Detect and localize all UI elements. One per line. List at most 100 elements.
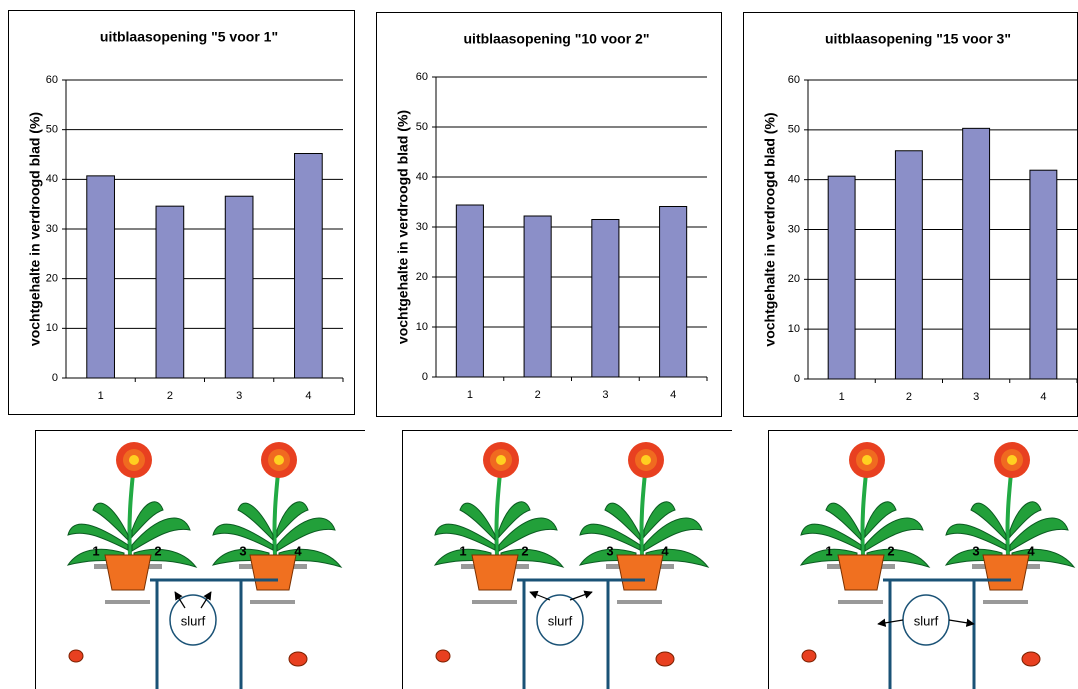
airflow-arrow: [948, 618, 975, 627]
y-tick-label: 40: [46, 173, 58, 185]
dot: [68, 649, 84, 663]
y-tick-label: 40: [416, 171, 428, 183]
nozzle-label: slurf: [914, 613, 939, 628]
plant: [433, 440, 565, 592]
diagram-frame: [402, 430, 732, 689]
table: [517, 578, 645, 689]
position-label: 4: [294, 543, 302, 558]
shelf: [105, 600, 150, 604]
diagram: slurf 1 2 3 4: [402, 430, 732, 689]
bar: [455, 204, 484, 378]
nozzle-label: slurf: [181, 613, 206, 628]
shelf: [250, 600, 295, 604]
position-label: 2: [887, 543, 894, 558]
position-label: 1: [825, 543, 832, 558]
position-label: 1: [459, 543, 466, 558]
nozzle: [169, 594, 217, 646]
x-tick-label: 4: [1040, 391, 1046, 403]
y-tick-label: 10: [416, 321, 428, 333]
bar: [659, 206, 688, 378]
bar: [1029, 169, 1058, 380]
bar: [155, 205, 185, 379]
diagram: slurf 1 2 3 4: [768, 430, 1078, 689]
chart-frame: [376, 12, 722, 417]
bar: [962, 127, 991, 380]
bar: [523, 215, 552, 378]
bar: [827, 175, 856, 380]
x-tick-label: 4: [305, 390, 311, 402]
airflow-arrow: [529, 590, 551, 601]
x-tick-label: 2: [535, 389, 541, 401]
plant: [66, 440, 198, 592]
dot: [1021, 651, 1041, 667]
y-tick-label: 50: [46, 124, 58, 136]
y-tick-label: 50: [788, 124, 800, 136]
position-label: 4: [661, 543, 669, 558]
bar: [591, 219, 620, 378]
position-label: 3: [972, 543, 979, 558]
y-axis-label: vochtgehalte in verdroogd blad (%): [395, 110, 411, 344]
dot: [801, 649, 817, 663]
x-tick-label: 3: [236, 390, 242, 402]
y-tick-label: 20: [788, 273, 800, 285]
y-tick-label: 50: [416, 121, 428, 133]
position-label: 4: [1027, 543, 1035, 558]
shelf: [983, 600, 1028, 604]
airflow-arrow: [569, 590, 593, 601]
y-tick-label: 0: [422, 371, 428, 383]
chart-title: uitblaasopening "5 voor 1": [100, 29, 278, 45]
x-tick-label: 1: [467, 389, 473, 401]
y-axis-label: vochtgehalte in verdroogd blad (%): [762, 112, 778, 346]
y-tick-label: 60: [788, 74, 800, 86]
table: [883, 578, 1011, 689]
chart-title: uitblaasopening "10 voor 2": [464, 31, 650, 47]
bar: [86, 175, 115, 379]
y-tick-label: 30: [46, 223, 58, 235]
y-tick-label: 40: [788, 174, 800, 186]
position-label: 2: [521, 543, 528, 558]
bar: [894, 150, 923, 380]
diagram: slurf 1 2 3 4: [35, 430, 365, 689]
dot: [435, 649, 451, 663]
nozzle-label: slurf: [548, 613, 573, 628]
y-tick-label: 0: [794, 373, 800, 385]
nozzle: [536, 594, 584, 646]
x-tick-label: 1: [98, 390, 104, 402]
x-tick-label: 2: [906, 391, 912, 403]
diagram-frame: [35, 430, 365, 689]
x-tick-label: 3: [602, 389, 608, 401]
airflow-arrow: [200, 591, 212, 609]
diagram-frame: [768, 430, 1078, 689]
plant: [944, 440, 1076, 592]
y-tick-label: 60: [46, 74, 58, 86]
position-label: 3: [239, 543, 246, 558]
shelf: [617, 600, 662, 604]
shelf: [472, 600, 517, 604]
x-tick-label: 4: [670, 389, 676, 401]
table: [150, 578, 278, 689]
airflow-arrow: [877, 618, 904, 627]
shelf: [838, 600, 883, 604]
position-label: 3: [606, 543, 613, 558]
y-tick-label: 10: [46, 322, 58, 334]
y-tick-label: 20: [46, 273, 58, 285]
dot: [655, 651, 675, 667]
bar: [224, 195, 254, 379]
y-tick-label: 30: [416, 221, 428, 233]
y-tick-label: 0: [52, 372, 58, 384]
y-tick-label: 60: [416, 71, 428, 83]
x-tick-label: 1: [839, 391, 845, 403]
plant: [799, 440, 931, 592]
airflow-arrow: [174, 591, 186, 609]
y-tick-label: 20: [416, 271, 428, 283]
bar: [294, 153, 323, 379]
plant: [578, 440, 710, 592]
chart-title: uitblaasopening "15 voor 3": [825, 31, 1011, 47]
y-tick-label: 10: [788, 323, 800, 335]
x-tick-label: 2: [167, 390, 173, 402]
dot: [288, 651, 308, 667]
plant: [211, 440, 343, 592]
x-tick-label: 3: [973, 391, 979, 403]
position-label: 1: [92, 543, 99, 558]
